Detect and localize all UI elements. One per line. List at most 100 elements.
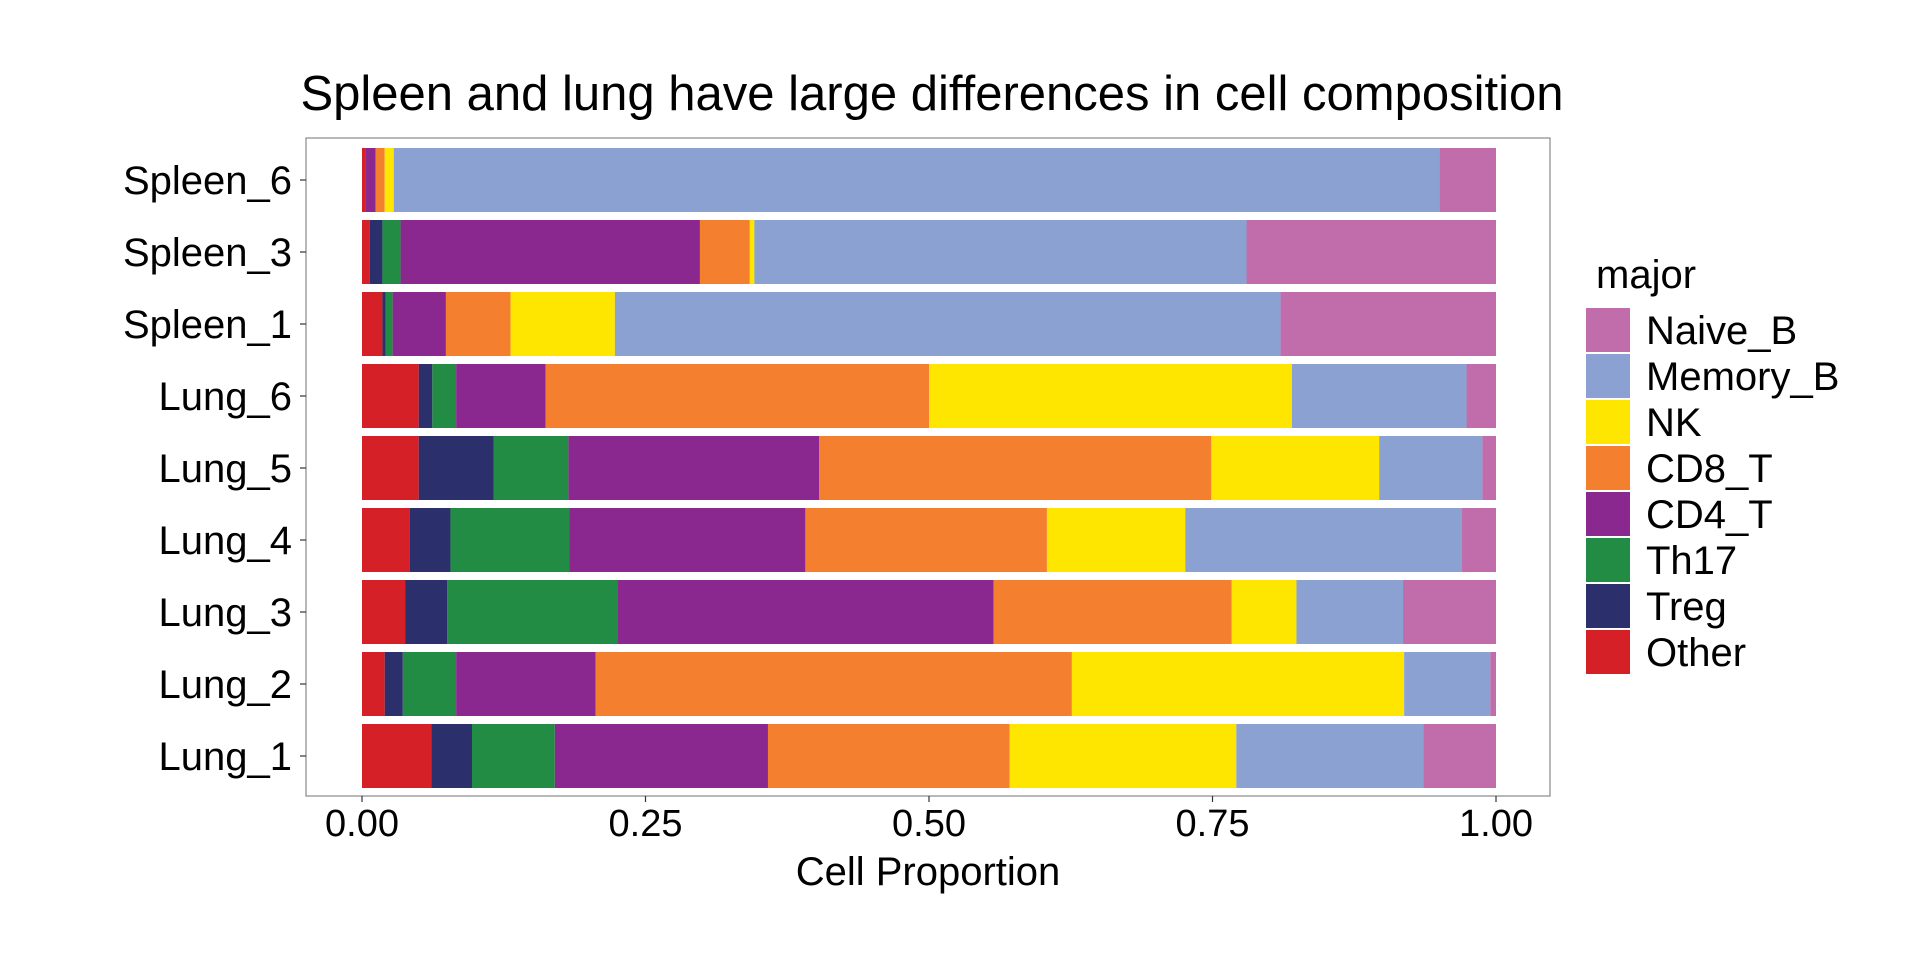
bar-lung-3-naive-b — [1403, 580, 1496, 644]
legend-swatch-cd8-t — [1586, 446, 1630, 490]
bar-lung-6-nk — [929, 364, 1292, 428]
x-axis: 0.00 0.25 0.50 0.75 1.00 — [325, 796, 1533, 845]
y-tick-label-spleen-3: Spleen_3 — [123, 231, 292, 275]
bar-spleen-1-other — [362, 292, 383, 356]
bar-lung-1-th17 — [472, 724, 555, 788]
plot-panel — [305, 137, 1551, 797]
bar-lung-1-other — [362, 724, 432, 788]
bar-lung-5-treg — [418, 436, 494, 500]
bar-lung-3-th17 — [447, 580, 618, 644]
bar-lung-4-naive-b — [1461, 508, 1496, 572]
legend-label-naive-b: Naive_B — [1646, 309, 1797, 353]
bar-lung-4-cd4-t — [569, 508, 806, 572]
legend-swatch-treg — [1586, 584, 1630, 628]
bar-lung-2-other — [362, 652, 385, 716]
chart-title: Spleen and lung have large differences i… — [300, 67, 1563, 121]
bar-lung-3-cd8-t — [993, 580, 1232, 644]
bar-lung-4-memory-b — [1185, 508, 1462, 572]
y-axis: Spleen_6 Spleen_3 Spleen_1 Lung_6 Lung_5 Lung… — [123, 159, 306, 779]
bar-lung-6-memory-b — [1291, 364, 1467, 428]
bars-group — [362, 148, 1496, 788]
bar-spleen-1-memory-b — [614, 292, 1281, 356]
legend-swatch-cd4-t — [1586, 492, 1630, 536]
y-tick-label-spleen-1: Spleen_1 — [123, 303, 292, 347]
x-tick-label-0-25: 0.25 — [609, 803, 683, 845]
bar-lung-6-cd4-t — [456, 364, 546, 428]
legend-label-other: Other — [1646, 631, 1746, 675]
bar-lung-5-cd8-t — [819, 436, 1212, 500]
y-tick-label-spleen-6: Spleen_6 — [123, 159, 292, 203]
bar-lung-1-naive-b — [1423, 724, 1496, 788]
legend-label-th17: Th17 — [1646, 539, 1737, 583]
bar-lung-2-cd8-t — [595, 652, 1072, 716]
legend-title: major — [1596, 253, 1696, 297]
bar-lung-1-treg — [431, 724, 472, 788]
bar-lung-3-memory-b — [1296, 580, 1404, 644]
bar-lung-4-nk — [1046, 508, 1186, 572]
bar-spleen-1-treg — [382, 292, 386, 356]
bar-lung-5-cd4-t — [568, 436, 819, 500]
bar-spleen-1-th17 — [385, 292, 393, 356]
y-tick-label-lung-5: Lung_5 — [159, 447, 292, 491]
bar-spleen-3-cd4-t — [400, 220, 700, 284]
bar-lung-3-other — [362, 580, 406, 644]
bar-lung-6-naive-b — [1466, 364, 1496, 428]
legend-label-nk: NK — [1646, 401, 1702, 445]
x-tick-label-0-75: 0.75 — [1176, 803, 1250, 845]
bar-lung-3-treg — [405, 580, 448, 644]
bar-spleen-3-other — [362, 220, 370, 284]
bar-spleen-3-nk — [749, 220, 755, 284]
bar-lung-2-memory-b — [1404, 652, 1491, 716]
y-tick-label-lung-2: Lung_2 — [159, 663, 292, 707]
x-tick-label-0-50: 0.50 — [892, 803, 966, 845]
bar-lung-5-memory-b — [1379, 436, 1483, 500]
bar-lung-6-th17 — [432, 364, 457, 428]
y-tick-label-lung-4: Lung_4 — [159, 519, 292, 563]
bar-spleen-1-nk — [510, 292, 615, 356]
bar-spleen-6-memory-b — [393, 148, 1440, 212]
bar-spleen-6-other — [362, 148, 366, 212]
legend-label-treg: Treg — [1646, 585, 1727, 629]
bar-spleen-1-naive-b — [1280, 292, 1496, 356]
bar-lung-4-th17 — [450, 508, 570, 572]
bar-lung-6-cd8-t — [545, 364, 929, 428]
bar-lung-2-nk — [1071, 652, 1405, 716]
y-tick-label-lung-1: Lung_1 — [159, 735, 292, 779]
x-axis-label: Cell Proportion — [796, 850, 1061, 894]
bar-spleen-1-cd8-t — [445, 292, 511, 356]
bar-spleen-3-cd8-t — [699, 220, 750, 284]
bar-lung-4-cd8-t — [805, 508, 1047, 572]
bar-lung-2-cd4-t — [456, 652, 596, 716]
bar-lung-6-treg — [418, 364, 433, 428]
legend-label-cd8-t: CD8_T — [1646, 447, 1773, 491]
bar-spleen-3-naive-b — [1246, 220, 1496, 284]
bar-lung-6-other — [362, 364, 419, 428]
y-tick-label-lung-6: Lung_6 — [159, 375, 292, 419]
bar-lung-4-treg — [409, 508, 451, 572]
legend-swatch-other — [1586, 630, 1630, 674]
x-tick-label-1-00: 1.00 — [1459, 803, 1533, 845]
bar-lung-5-th17 — [493, 436, 569, 500]
bar-lung-4-other — [362, 508, 410, 572]
bar-lung-2-naive-b — [1490, 652, 1496, 716]
bar-lung-1-cd8-t — [767, 724, 1010, 788]
legend-swatch-naive-b — [1586, 308, 1630, 352]
bar-spleen-3-memory-b — [754, 220, 1247, 284]
legend-swatch-nk — [1586, 400, 1630, 444]
legend-label-cd4-t: CD4_T — [1646, 493, 1773, 537]
bar-lung-3-nk — [1231, 580, 1297, 644]
bar-spleen-6-cd8-t — [375, 148, 385, 212]
bar-lung-1-memory-b — [1236, 724, 1424, 788]
y-tick-label-lung-3: Lung_3 — [159, 591, 292, 635]
bar-spleen-6-cd4-t — [365, 148, 376, 212]
bar-lung-1-cd4-t — [554, 724, 768, 788]
bar-lung-5-other — [362, 436, 419, 500]
x-tick-label-0-00: 0.00 — [325, 803, 399, 845]
bar-lung-2-th17 — [402, 652, 457, 716]
bar-lung-2-treg — [384, 652, 403, 716]
legend-swatch-th17 — [1586, 538, 1630, 582]
legend: major Naive_BMemory_BNKCD8_TCD4_TTh17Tre… — [1586, 253, 1839, 675]
bar-lung-5-nk — [1211, 436, 1380, 500]
